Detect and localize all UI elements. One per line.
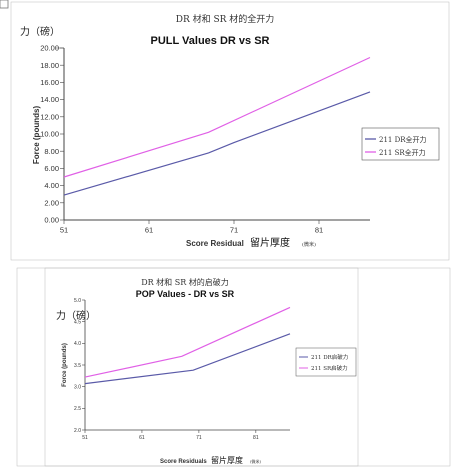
pull-ytick-label: 16.00	[40, 78, 59, 87]
pop-series-dr-line	[84, 333, 291, 385]
pull-series-sr-line	[63, 56, 371, 178]
pop-ytick-label: 4.5	[74, 319, 81, 325]
pull-xlabel-cn: 留片厚度	[250, 236, 290, 249]
pull-ylabel-cn: 力（磅）	[20, 25, 60, 38]
pop-chart-frame-outer	[16, 267, 451, 467]
pop-xtick-label: 51	[82, 435, 88, 441]
pop-ytick-label: 5.0	[74, 298, 81, 304]
pull-xlabel-unit: (微米)	[302, 241, 316, 248]
pull-xtick-label: 61	[145, 226, 153, 235]
pop-xtick-label: 61	[139, 435, 145, 441]
pull-legend-dr: 211 DR全开力	[379, 135, 426, 144]
pop-xtick-label: 71	[196, 435, 202, 441]
corner-marker	[0, 0, 9, 9]
pull-ytick-label: 2.00	[44, 198, 59, 207]
pull-ytick-label: 6.00	[44, 164, 59, 173]
pull-ytick-label: 8.00	[44, 147, 59, 156]
pull-ytick-label: 18.00	[40, 61, 59, 70]
pop-xlabel-cn: 留片厚度	[211, 455, 243, 465]
pop-ylabel-cn: 力（磅）	[56, 309, 96, 322]
pull-ylabel: Force (pounds)	[32, 106, 41, 165]
pop-xlabel: Score Residuals	[160, 459, 207, 465]
pop-ytick-label: 2.0	[74, 428, 81, 434]
pull-xlabel: Score Residual	[186, 239, 244, 248]
pull-xtick-label: 71	[230, 226, 238, 235]
pull-caption: DR 材和 SR 材的全开力	[176, 13, 275, 25]
pull-legend: 211 DR全开力 211 SR全开力	[361, 127, 440, 161]
pull-ytick-label: 14.00	[40, 95, 59, 104]
pop-ytick-label: 3.0	[74, 384, 81, 390]
pop-ytick-label: 3.5	[74, 363, 81, 369]
pop-legend-sr: 211 SR启破力	[311, 364, 348, 372]
pull-ytick-label: 12.00	[40, 112, 59, 121]
pop-ytick-label: 4.0	[74, 341, 81, 347]
pull-ytick-label: 4.00	[44, 181, 59, 190]
pop-title: POP Values - DR vs SR	[136, 289, 235, 299]
pop-ylabel: Force (pounds)	[62, 343, 68, 387]
pop-caption: DR 材和 SR 材的启破力	[141, 277, 229, 287]
pull-ytick-label: 20.00	[40, 44, 59, 53]
pop-series-sr-line	[84, 306, 291, 378]
pop-xlabel-unit: (微米)	[250, 458, 262, 464]
pop-legend-dr: 211 DR启破力	[311, 353, 348, 361]
pull-series-dr-line	[63, 91, 371, 196]
pull-title: PULL Values DR vs SR	[150, 35, 269, 47]
pop-ytick-label: 2.5	[74, 406, 81, 412]
pull-legend-sr: 211 SR全开力	[379, 148, 426, 157]
pull-ytick-label: 10.00	[40, 130, 59, 139]
pull-ytick-label: 0.00	[44, 216, 59, 225]
pop-legend: 211 DR启破力 211 SR启破力	[295, 347, 357, 377]
pull-xtick-label: 81	[315, 226, 323, 235]
pull-xtick-label: 51	[60, 226, 68, 235]
pop-xtick-label: 81	[253, 435, 259, 441]
